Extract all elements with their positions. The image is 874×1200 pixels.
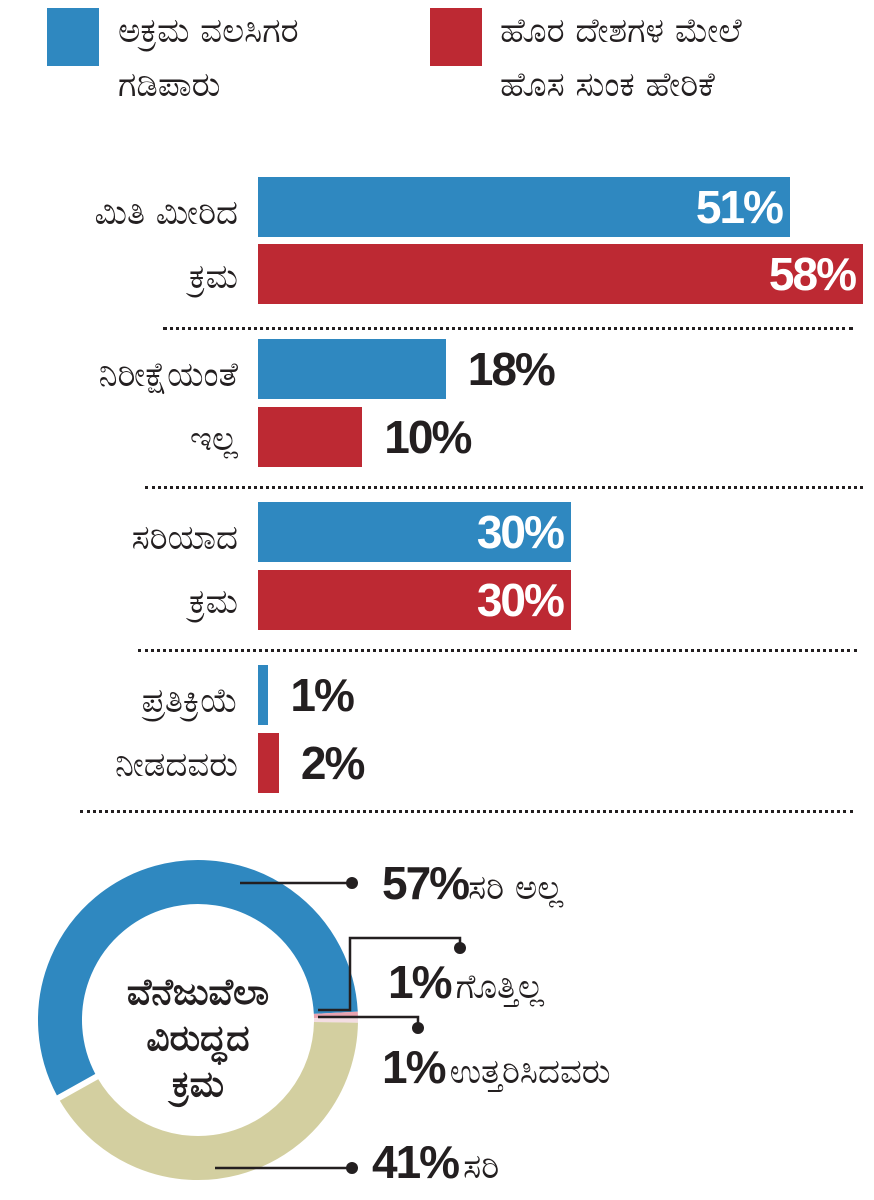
bar-value-label: 1% xyxy=(290,669,355,721)
slice-separator xyxy=(53,1072,102,1103)
donut-label-not-right: 57%ಸರಿ ಅಲ್ಲ xyxy=(382,856,563,910)
category-label-line: ನೀಡದವರು xyxy=(115,745,238,785)
category-label: ಮಿತಿ ಮೀರಿದ ಕ್ರಮ xyxy=(18,181,238,309)
donut-title-line: ಕ್ರಮ xyxy=(172,1064,224,1105)
bar-value-label: 2% xyxy=(300,737,366,789)
leader-dot xyxy=(346,1162,358,1174)
category-label: ಪ್ರತಿಕ್ರಿಯೆ ನೀಡದವರು xyxy=(18,669,238,797)
group-divider xyxy=(163,327,853,330)
bar-value-label: 58% xyxy=(768,248,857,300)
donut-chart xyxy=(38,860,466,1180)
category-label-line: ಕ್ರಮ xyxy=(188,582,238,622)
slice-text: ಸರಿ ಅಲ್ಲ xyxy=(468,868,564,908)
bar xyxy=(258,733,279,793)
slice-text: ಉತ್ತರಿಸಿದವರು xyxy=(449,1052,611,1092)
group-divider xyxy=(145,486,863,489)
leader-dot xyxy=(454,942,466,954)
donut-slice xyxy=(38,860,358,1096)
leader-dot xyxy=(412,1022,424,1034)
donut-slice xyxy=(59,1021,358,1180)
slice-value: 57% xyxy=(382,857,470,909)
bar xyxy=(258,502,571,562)
group-divider xyxy=(138,649,857,652)
group-divider xyxy=(80,810,853,813)
category-label-line: ಕ್ರಮ xyxy=(188,257,238,297)
legend-label-blue: ಅಕ್ರಮ ವಲಸಿಗರ ಗಡಿಪಾರು xyxy=(118,4,299,112)
category-label-line: ಇಲ್ಲ xyxy=(189,419,238,459)
legend-swatch-red xyxy=(430,8,482,66)
category-label-line: ಪ್ರತಿಕ್ರಿಯೆ xyxy=(141,681,238,721)
slice-value: 1% xyxy=(388,956,453,1008)
slice-value: 41% xyxy=(372,1136,460,1188)
legend-swatch-blue xyxy=(47,8,99,66)
category-label-line: ನಿರೀಕ್ಷೆಯಂತೆ xyxy=(98,355,238,395)
slice-text: ಗೊತ್ತಿಲ್ಲ xyxy=(455,967,545,1007)
category-label-line: ಸರಿಯಾದ xyxy=(131,518,238,558)
bar xyxy=(258,407,363,467)
slice-text: ಸರಿ xyxy=(463,1147,500,1187)
legend-label-line: ಹೊಸ ಸುಂಕ ಹೇರಿಕೆ xyxy=(500,65,715,105)
bar xyxy=(258,665,269,725)
bar-value-label: 30% xyxy=(476,506,565,558)
category-label-line: ಮಿತಿ ಮೀರಿದ xyxy=(94,193,238,233)
bar-value-label: 51% xyxy=(695,181,784,233)
donut-title-line: ವಿರುದ್ಧದ xyxy=(146,1018,250,1059)
bar xyxy=(258,177,790,237)
legend-label-line: ಹೊರ ದೇಶಗಳ ಮೇಲೆ xyxy=(500,11,742,51)
donut-title-line: ವೆನೆಜುವೆಲಾ xyxy=(126,972,270,1013)
bar xyxy=(258,339,446,399)
leader-line xyxy=(318,936,462,1012)
donut-label-right: 41% ಸರಿ xyxy=(372,1135,499,1189)
bar-value-label: 10% xyxy=(384,411,472,463)
donut-title: ವೆನೆಜುವೆಲಾ ವಿರುದ್ಧದ ಕ್ರಮ xyxy=(78,970,318,1108)
bar-value-label: 18% xyxy=(467,343,556,395)
bar xyxy=(258,570,571,630)
legend-label-red: ಹೊರ ದೇಶಗಳ ಮೇಲೆ ಹೊಸ ಸುಂಕ ಹೇರಿಕೆ xyxy=(500,4,742,112)
legend-label-line: ಗಡಿಪಾರು xyxy=(118,65,221,105)
legend-label-line: ಅಕ್ರಮ ವಲಸಿಗರ xyxy=(118,11,299,51)
bar xyxy=(258,244,863,304)
donut-label-answered: 1% ಉತ್ತರಿಸಿದವರು xyxy=(382,1040,611,1094)
category-label: ನಿರೀಕ್ಷೆಯಂತೆ ಇಲ್ಲ xyxy=(18,343,238,471)
donut-label-dont-know: 1% ಗೊತ್ತಿಲ್ಲ xyxy=(388,955,544,1009)
leader-dot xyxy=(346,877,358,889)
slice-value: 1% xyxy=(382,1041,447,1093)
bar-value-label: 30% xyxy=(476,574,565,626)
category-label: ಸರಿಯಾದ ಕ್ರಮ xyxy=(18,506,238,634)
